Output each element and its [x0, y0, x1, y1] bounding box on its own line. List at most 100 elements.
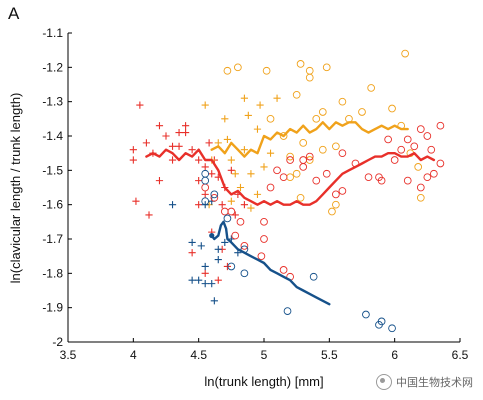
data-point-plus — [231, 170, 239, 178]
x-tick-label: 4 — [130, 348, 137, 362]
x-tick-label: 5.5 — [321, 348, 338, 362]
data-point-circle — [279, 266, 288, 274]
data-point-plus — [155, 122, 164, 130]
data-point-plus — [188, 249, 196, 257]
data-point-circle — [305, 152, 314, 161]
data-point-plus — [195, 177, 203, 185]
data-point-plus — [168, 142, 177, 150]
data-point-plus — [253, 190, 262, 198]
data-point-plus — [197, 242, 205, 250]
y-tick-label: -1.2 — [42, 60, 63, 74]
data-point-circle — [292, 169, 301, 178]
axes: 3.5 4 4.5 5 5.5 6 6.5 -1.1 -1.2 -1.3 -1.4 -1.5 -1.6 -… — [42, 26, 468, 362]
data-point-circle — [299, 139, 308, 147]
data-point-plus — [221, 115, 229, 123]
data-point-circle — [299, 163, 308, 171]
y-axis-label: ln(clavicular length / trunk length) — [8, 93, 23, 284]
data-point-circle — [338, 187, 347, 195]
data-point-plus — [214, 245, 222, 253]
y-tick-label: -1.6 — [42, 198, 63, 212]
data-point-circle — [416, 183, 425, 192]
data-point-circle — [201, 197, 210, 206]
data-point-circle — [403, 176, 412, 185]
data-point-plus — [168, 201, 177, 209]
data-point-plus — [260, 163, 268, 171]
data-point-circle — [279, 132, 288, 140]
data-point-plus — [240, 146, 248, 154]
watermark: 中国生物技术网 — [376, 374, 473, 390]
data-point-plus — [208, 170, 216, 178]
y-tick-label: -1.7 — [42, 232, 63, 246]
data-point-circle — [286, 173, 294, 182]
data-point-circle — [430, 169, 438, 178]
data-point-circle — [362, 310, 370, 319]
data-point-plus — [201, 262, 209, 271]
data-point-plus — [256, 101, 264, 109]
data-point-plus — [247, 204, 255, 212]
x-tick-label: 6 — [391, 348, 398, 362]
data-point-circle — [427, 145, 436, 154]
data-point-plus — [201, 101, 209, 109]
data-point-plus — [223, 262, 232, 271]
data-point-circle — [312, 176, 321, 185]
series-line-start — [209, 232, 215, 239]
data-point-plus — [201, 190, 209, 198]
data-point-plus — [175, 128, 183, 137]
data-point-plus — [227, 197, 235, 205]
series-line — [210, 220, 331, 306]
data-point-plus — [195, 156, 203, 164]
watermark-text: 中国生物技术网 — [396, 376, 473, 389]
data-point-circle — [423, 132, 432, 140]
data-point-circle — [388, 104, 396, 113]
data-point-circle — [332, 142, 340, 151]
y-tick-label: -1.5 — [42, 163, 63, 177]
data-point-circle — [286, 156, 294, 164]
data-point-circle — [436, 121, 445, 130]
wechat-icon — [376, 374, 392, 390]
data-point-circle — [338, 97, 347, 106]
data-point-circle — [220, 207, 229, 216]
y-tick-label: -1.1 — [42, 26, 63, 40]
x-tick-label: 6.5 — [452, 348, 469, 362]
data-point-circle — [292, 90, 301, 99]
data-point-plus — [244, 111, 252, 119]
data-point-plus — [227, 156, 235, 164]
y-tick-label: -1.9 — [42, 301, 63, 315]
data-point-plus — [201, 269, 209, 277]
data-point-circle — [257, 252, 266, 261]
series-line — [210, 121, 409, 158]
y-tick-label: -2 — [52, 335, 63, 349]
data-point-circle — [299, 156, 308, 164]
data-point-plus — [162, 132, 170, 140]
data-point-plus — [205, 139, 213, 147]
data-point-circle — [318, 145, 327, 154]
data-point-plus — [266, 149, 275, 157]
data-point-circle — [296, 60, 305, 68]
data-point-plus — [155, 177, 164, 185]
data-point-circle — [403, 135, 412, 144]
data-point-circle — [260, 235, 268, 243]
data-point-plus — [208, 280, 216, 288]
data-point-plus — [227, 166, 235, 174]
data-point-plus — [236, 183, 245, 192]
data-point-plus — [201, 163, 209, 171]
data-point-circle — [332, 200, 340, 209]
data-point-plus — [273, 94, 281, 102]
data-point-circle — [240, 269, 249, 278]
data-point-circle — [234, 63, 242, 72]
data-point-plus — [195, 276, 203, 284]
data-point-circle — [273, 166, 281, 175]
data-point-plus — [221, 238, 229, 247]
data-point-circle — [201, 183, 210, 192]
data-point-plus — [253, 125, 262, 133]
data-point-plus — [129, 156, 137, 164]
y-tick-label: -1.4 — [42, 129, 63, 143]
data-point-circle — [322, 169, 331, 178]
data-point-circle — [364, 173, 373, 182]
data-point-plus — [214, 256, 222, 264]
data-point-circle — [377, 176, 386, 185]
data-point-circle — [240, 242, 249, 250]
data-point-circle — [227, 262, 236, 271]
data-point-circle — [286, 152, 294, 161]
